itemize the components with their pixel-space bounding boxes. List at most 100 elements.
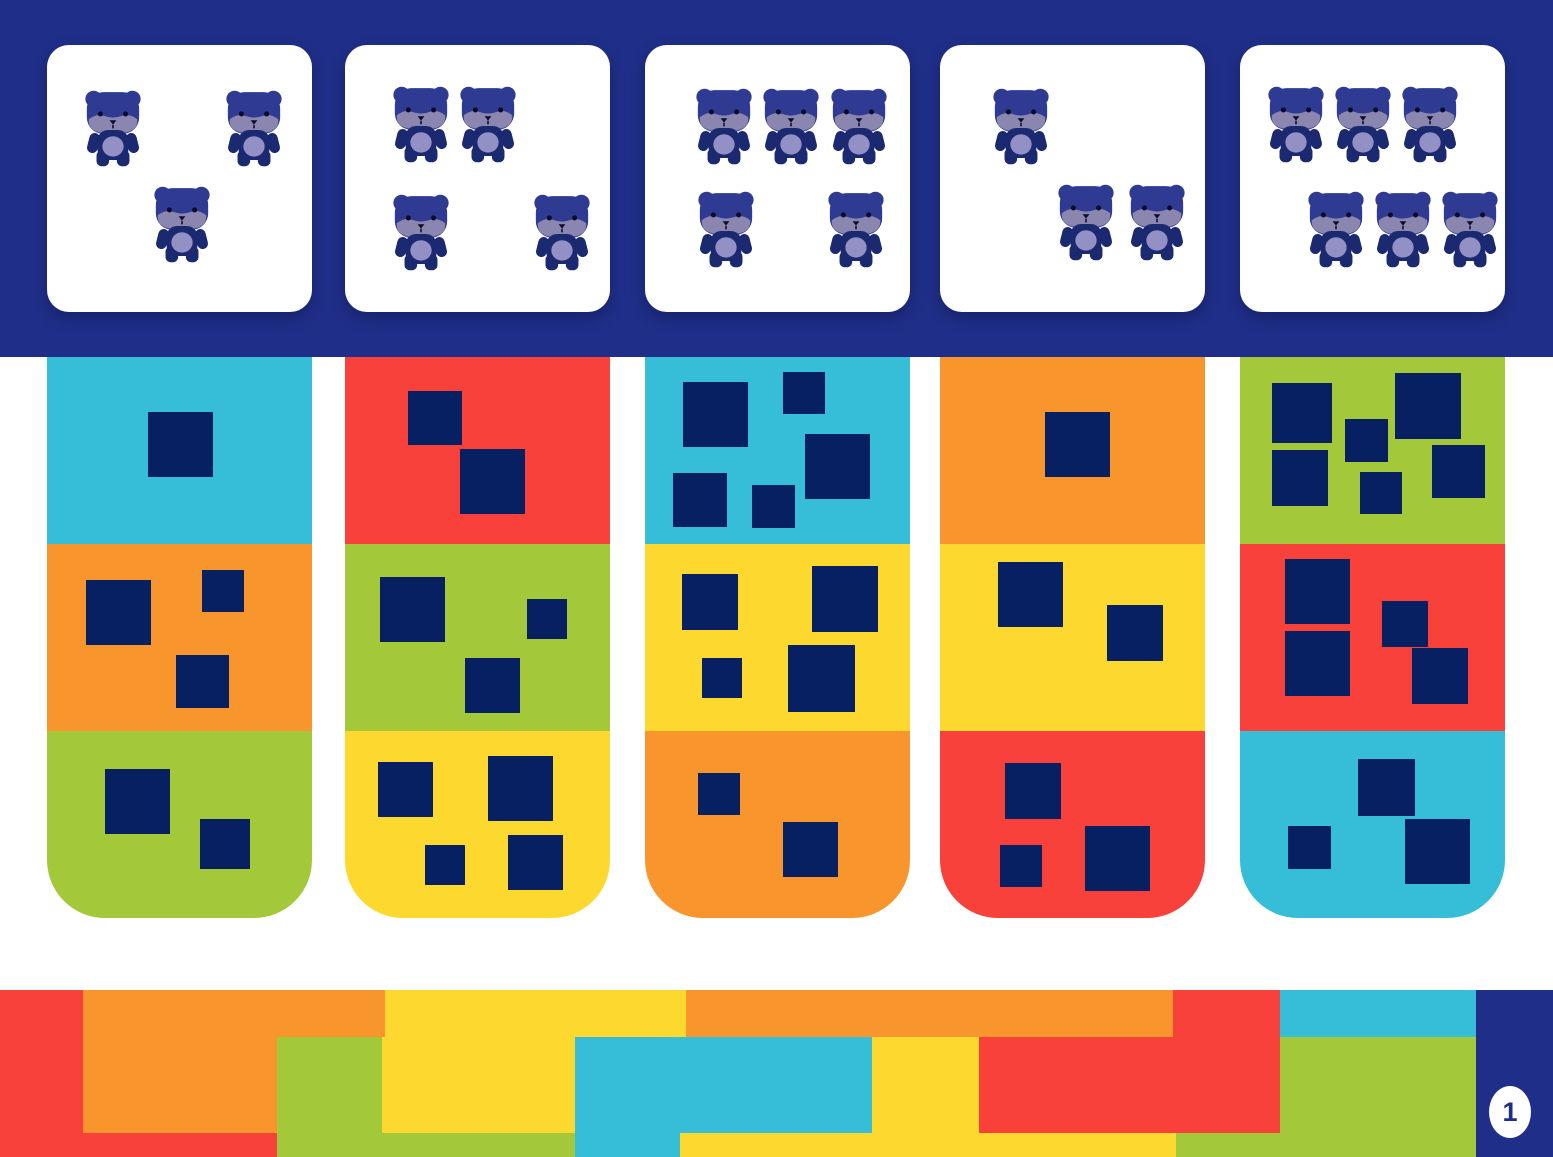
counting-square [1345, 419, 1388, 462]
block-column-5 [1240, 357, 1505, 918]
counting-square [683, 382, 748, 447]
mosaic-tile [575, 1133, 680, 1157]
color-block-yellow[interactable] [345, 731, 610, 918]
teddy-bear-icon [990, 87, 1052, 165]
counting-square [1432, 445, 1485, 498]
teddy-bear-icon [693, 87, 755, 165]
counting-square [1382, 601, 1428, 647]
counting-square [105, 769, 170, 834]
counting-square [148, 412, 213, 477]
counting-square [1405, 819, 1470, 884]
color-block-orange[interactable] [47, 544, 312, 731]
counting-square [673, 473, 727, 527]
teddy-bear-icon [1332, 85, 1394, 163]
bear-card-2[interactable] [345, 45, 610, 312]
counting-square [465, 658, 520, 713]
counting-square [380, 577, 445, 642]
teddy-bear-icon [151, 185, 213, 263]
color-block-red[interactable] [1240, 544, 1505, 731]
counting-square [788, 645, 855, 712]
teddy-bear-icon [223, 89, 285, 167]
color-block-cyan[interactable] [47, 357, 312, 544]
teddy-bear-icon [825, 190, 887, 268]
teddy-bear-icon [695, 190, 757, 268]
counting-square [1272, 450, 1328, 506]
counting-square [702, 658, 742, 698]
counting-square [1045, 412, 1110, 477]
teddy-bear-icon [1399, 85, 1461, 163]
color-block-green[interactable] [47, 731, 312, 918]
mosaic-tile [0, 990, 83, 1133]
page-number-badge: 1 [1489, 1086, 1531, 1138]
color-block-yellow[interactable] [645, 544, 910, 731]
teddy-bear-icon [760, 87, 822, 165]
teddy-bear-icon [1372, 190, 1434, 268]
counting-square [783, 822, 838, 877]
counting-square [1107, 605, 1163, 661]
color-block-red[interactable] [345, 357, 610, 544]
color-block-green[interactable] [345, 544, 610, 731]
bear-card-3[interactable] [645, 45, 910, 312]
counting-square [1085, 826, 1150, 891]
mosaic-tile [277, 1037, 382, 1133]
bear-card-1[interactable] [47, 45, 312, 312]
teddy-bear-icon [390, 85, 452, 163]
teddy-bear-icon [1439, 190, 1501, 268]
teddy-bear-icon [457, 85, 519, 163]
mosaic-tile [680, 1133, 1176, 1157]
color-block-green[interactable] [1240, 357, 1505, 544]
block-column-2 [345, 357, 610, 918]
counting-square [1358, 759, 1415, 816]
color-block-yellow[interactable] [940, 544, 1205, 731]
teddy-bear-icon [1305, 190, 1367, 268]
block-column-3 [645, 357, 910, 918]
counting-square [998, 562, 1063, 627]
color-block-red[interactable] [940, 731, 1205, 918]
counting-square [1285, 631, 1350, 696]
mosaic-tile [1176, 1133, 1476, 1157]
counting-square [805, 434, 870, 499]
bear-card-4[interactable] [940, 45, 1205, 312]
counting-square [425, 845, 465, 885]
counting-square [698, 773, 740, 815]
mosaic-tile [1280, 990, 1476, 1037]
teddy-bear-icon [828, 87, 890, 165]
teddy-bear-icon [531, 193, 593, 271]
teddy-bear-icon [1265, 85, 1327, 163]
color-block-cyan[interactable] [645, 357, 910, 544]
counting-square [1412, 648, 1468, 704]
counting-square [752, 485, 795, 528]
mosaic-tile [575, 1037, 872, 1133]
counting-square [1005, 763, 1061, 819]
mosaic-tile [83, 990, 385, 1037]
counting-square [508, 835, 563, 890]
counting-square [1360, 472, 1402, 514]
counting-square [86, 580, 151, 645]
mosaic-tile [1280, 1037, 1476, 1133]
counting-square [1285, 559, 1350, 624]
mosaic-tile [1173, 990, 1280, 1133]
counting-square [460, 449, 525, 514]
mosaic-tile [385, 990, 686, 1037]
color-block-orange[interactable] [940, 357, 1205, 544]
counting-square [1288, 826, 1331, 869]
mosaic-tile [0, 1133, 277, 1157]
counting-square [527, 599, 567, 639]
counting-square [682, 574, 738, 630]
mosaic-tile [686, 990, 1173, 1037]
counting-square [783, 372, 825, 414]
counting-square [202, 570, 244, 612]
counting-square [488, 756, 553, 821]
color-block-cyan[interactable] [1240, 731, 1505, 918]
counting-square [1395, 373, 1461, 439]
color-block-orange[interactable] [645, 731, 910, 918]
mosaic-tile [277, 1133, 575, 1157]
bear-card-5[interactable] [1240, 45, 1505, 312]
mosaic-tile [382, 1037, 575, 1133]
mosaic-tile [83, 1037, 277, 1133]
counting-square [378, 762, 433, 817]
block-column-4 [940, 357, 1205, 918]
block-column-1 [47, 357, 312, 918]
teddy-bear-icon [1055, 183, 1117, 261]
